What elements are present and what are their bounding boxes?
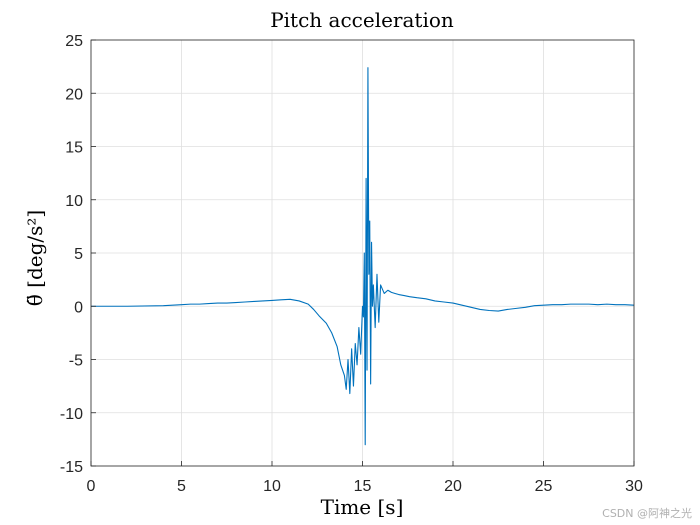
series-line-0	[91, 67, 635, 446]
x-tick-label: 30	[625, 478, 643, 495]
chart-title: Pitch acceleration	[270, 8, 454, 32]
y-tick-label: 5	[74, 246, 83, 263]
x-tick-label: 0	[87, 478, 96, 495]
x-axis-label: Time [s]	[321, 495, 404, 519]
watermark: CSDN @阿神之光	[602, 506, 692, 520]
x-tick-label: 15	[354, 478, 372, 495]
x-tick-label: 20	[444, 478, 462, 495]
series-layer	[91, 67, 635, 446]
x-tick-label: 10	[263, 478, 281, 495]
x-ticks: 0 5 10 15 20 25 30	[87, 461, 643, 495]
y-tick-label: -5	[69, 353, 83, 370]
y-tick-label: 10	[65, 193, 83, 210]
y-tick-label: -15	[60, 459, 83, 476]
y-tick-label: 20	[65, 86, 83, 103]
y-tick-label: 0	[74, 299, 83, 316]
y-tick-label: -10	[60, 406, 83, 423]
y-ticks: 25 20 15 10 5 0 -5 -10 -15	[60, 33, 96, 476]
x-tick-label: 5	[177, 478, 186, 495]
y-tick-label: 25	[65, 33, 83, 50]
x-tick-label: 25	[535, 478, 553, 495]
y-tick-label: 15	[65, 140, 83, 157]
y-axis-label: θ̈ [deg/s²]	[23, 210, 47, 306]
